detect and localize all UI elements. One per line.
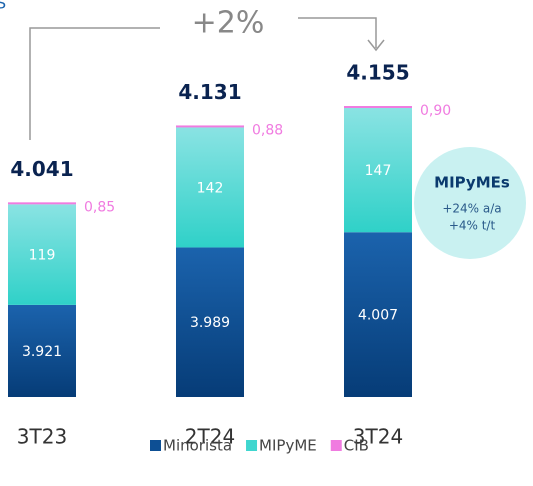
bar-segment [8,304,76,397]
data-label: 0,90 [420,103,451,119]
legend-label: CIB [344,437,369,455]
callout-line: +24% a/a [442,202,501,216]
growth-annotation: +2% [192,6,265,41]
bar-segment [176,127,244,248]
connector [29,27,160,140]
bar-segment [8,204,76,305]
bar-segment [344,106,412,109]
callout-title: MIPyMEs [434,174,510,192]
data-label: 147 [365,163,392,179]
total-label: 4.041 [10,157,73,181]
bar-segment [344,232,412,397]
total-label: 4.155 [346,61,409,85]
callout-bubble [414,147,526,259]
total-label: 4.131 [178,80,241,104]
callout-line: +4% t/t [449,219,496,233]
data-label: 0,88 [252,122,283,138]
x-tick-label: 2T24 [185,425,235,449]
bar-segment [176,125,244,128]
bar-segment [176,247,244,397]
data-label: 0,85 [84,199,115,215]
connector-arrow [298,17,385,52]
x-tick-label: 3T24 [353,425,403,449]
x-tick-label: 3T23 [17,425,67,449]
chart-title: S [0,0,6,13]
data-label: 142 [197,180,224,196]
legend-swatch [150,440,161,451]
legend-swatch [330,440,342,451]
legend-swatch [246,440,258,451]
bar-segment [8,202,76,205]
data-label: 3.921 [22,344,62,360]
data-label: 4.007 [358,308,398,324]
legend-label: Minorista [163,437,232,455]
bar-segment [344,108,412,233]
data-label: 3.989 [190,315,230,331]
data-label: 119 [29,248,56,264]
legend-label: MIPyME [259,437,317,455]
